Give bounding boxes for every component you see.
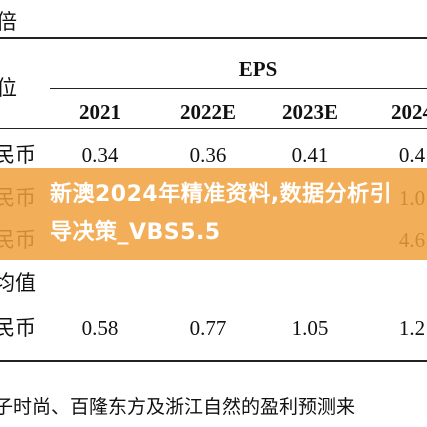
rule: [0, 128, 427, 129]
cell: 1.2: [398, 316, 426, 340]
row-label: 民币: [0, 316, 36, 340]
cell: 1.05: [291, 316, 329, 340]
cell: 0.77: [189, 316, 227, 340]
column-header: 2024: [391, 100, 427, 124]
row-label: 均值: [0, 271, 36, 295]
unit-label: 位: [0, 76, 17, 100]
cell: 0.58: [81, 316, 119, 340]
footnote: 子时尚、百隆东方及浙江自然的盈利预测来: [0, 397, 356, 418]
banner: 新澳2024年精准资料,数据分析引导决策_VBS5.5: [0, 168, 427, 260]
top-label: 倍: [0, 10, 17, 34]
cell: 0.34: [81, 143, 119, 167]
rule: [0, 360, 427, 362]
column-header: 2022E: [179, 100, 237, 124]
group-header: EPS: [238, 57, 278, 81]
row-label: 民币: [0, 143, 36, 167]
column-header: 2023E: [281, 100, 339, 124]
cell: 0.41: [291, 143, 329, 167]
banner-title: 新澳2024年精准资料,数据分析引导决策_VBS5.5: [50, 182, 393, 245]
cell: 0.36: [189, 143, 227, 167]
column-header: 2021: [79, 100, 121, 124]
rule: [50, 88, 427, 89]
rule: [0, 37, 427, 39]
cell: 0.4: [398, 143, 426, 167]
